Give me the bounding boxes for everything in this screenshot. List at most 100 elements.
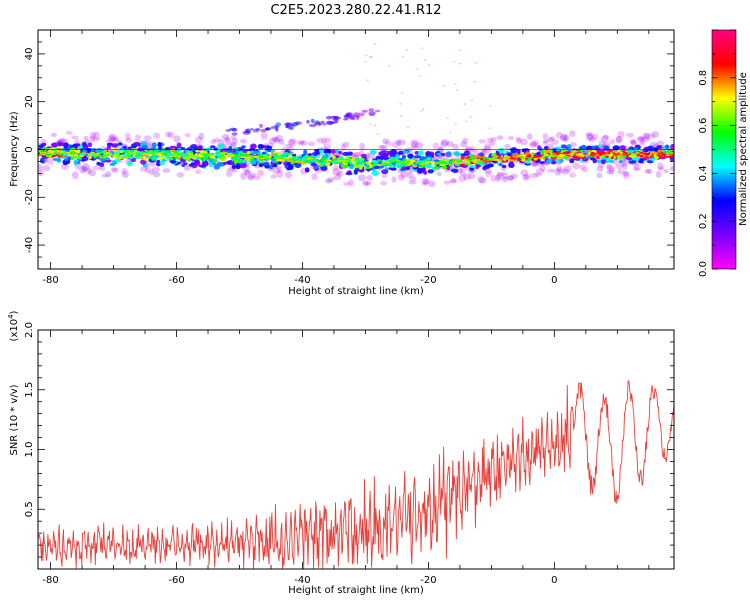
spectrogram-cell [50,142,58,148]
spectrogram-cell [353,164,360,169]
spectrogram-cell [403,158,407,162]
spectrogram-cell [157,156,164,160]
spectrogram-cell [498,147,505,154]
spectrogram-cell [250,127,254,131]
spectrogram-cell [231,132,238,136]
snr-frame [37,329,675,570]
spectrogram-cell [390,159,395,161]
spec-xtick-label: -60 [168,275,184,286]
spectrogram-cell [234,154,239,157]
spectrogram-cell [496,171,505,177]
spectrogram-cell [490,137,497,142]
spectrogram-cell [449,131,452,134]
spectrogram-cell [619,154,623,157]
spectrogram-cell [358,174,366,182]
spectrogram-cell [195,169,202,175]
spectrogram-cell [490,174,497,182]
spectrogram-cell [534,172,542,177]
spectrogram-cell [96,147,102,152]
spectrogram-cell [358,163,364,165]
spectrogram-cell [547,168,555,173]
spectrogram-cell [537,145,542,150]
spectrogram-cell [527,156,532,161]
spectrogram-cell [463,103,467,106]
spectrogram-cell [449,179,457,184]
spectrogram-cell [231,157,236,159]
spectrogram-cell [229,127,237,132]
spectrogram-cell [56,154,63,158]
spectrogram-cell [484,168,492,174]
spectrogram-cell [123,149,128,154]
spectrogram-cell [260,132,268,140]
spectrogram-axes: -80 -60 -40 -20 0 -40 -20 0 20 40 [24,29,674,286]
spectrogram-cell [581,167,589,173]
spectrogram-cell [486,137,494,143]
spectrogram-cell [592,133,599,140]
spectrogram-cell [304,167,310,173]
spectrogram-cell [270,126,274,129]
spectrogram-cell [208,159,215,163]
spectrogram-cell [80,153,85,156]
spectrogram-cell [204,155,210,158]
spectrogram-cell [213,163,221,170]
spectrogram-cell [507,174,514,181]
spectrogram-cell [225,171,233,177]
colorbar-ticks: 0.0 0.2 0.4 0.6 0.8 [698,29,736,277]
spectrogram-cell [296,140,305,145]
spectrogram-cell [492,159,498,161]
spectrogram-cell [323,148,331,155]
snr-xtick-label: -60 [168,575,184,586]
spectrogram-cell [165,155,172,159]
spectrogram-cell [532,139,539,148]
spectrogram-cell [488,157,495,160]
colorbar-tick-label: 0.2 [698,213,709,229]
spectrogram-cell [639,141,645,146]
spectrogram-cell [569,172,576,178]
spectrogram-cell [250,143,257,150]
spectrogram-cell [270,174,277,179]
spectrogram-cell [477,161,483,165]
spectrogram-cell [308,123,317,128]
colorbar-label: Normalized spectral amplitude [738,72,749,226]
spectrogram-cell [287,146,295,152]
spectrogram-cell [320,157,326,162]
spectrogram-cell [453,161,457,164]
spectrogram-cell [92,137,101,142]
colorbar-gradient [712,30,736,269]
spectrogram-cell [446,141,455,148]
spectrogram-cell [83,135,89,140]
spectrogram-cell [655,170,662,178]
spectrogram-cell [62,160,68,166]
spectrogram-cell [233,146,239,151]
spectrogram-cell [460,156,465,160]
spectrogram-cell [570,141,577,147]
spectrogram-cell [513,156,519,159]
snr-xtick-label: -40 [294,575,310,586]
spectrogram-cell [408,153,413,159]
spectrogram-cell [405,49,409,51]
spectrogram-cell [234,151,239,154]
spectrogram-cell [520,169,529,176]
spectrogram-cell [264,127,270,131]
spectrogram-cell [384,159,389,162]
spectrogram-cell [478,139,487,144]
spectrogram-cell [658,166,665,171]
spectrogram-cell [40,152,46,155]
spectrogram-cell [608,167,615,174]
spectrogram-cell [405,158,410,161]
spectrogram-cell [421,177,429,185]
spectrogram-cell [646,168,653,175]
spectrogram-cell [342,118,349,121]
spectrogram-cell [506,175,515,181]
spectrogram-cell [168,131,175,139]
snr-xtick-label: -20 [420,575,436,586]
spectrogram-cell [413,155,422,159]
spectrogram-cell [469,115,472,118]
spectrogram-cell [623,170,629,177]
spectrogram-cell [471,160,476,163]
spectrogram-frame [37,29,675,270]
spectrogram-cell [373,165,380,170]
spectrogram-cell [285,143,293,148]
spectrogram-cell [397,173,405,181]
spectrogram-cell [463,173,471,181]
